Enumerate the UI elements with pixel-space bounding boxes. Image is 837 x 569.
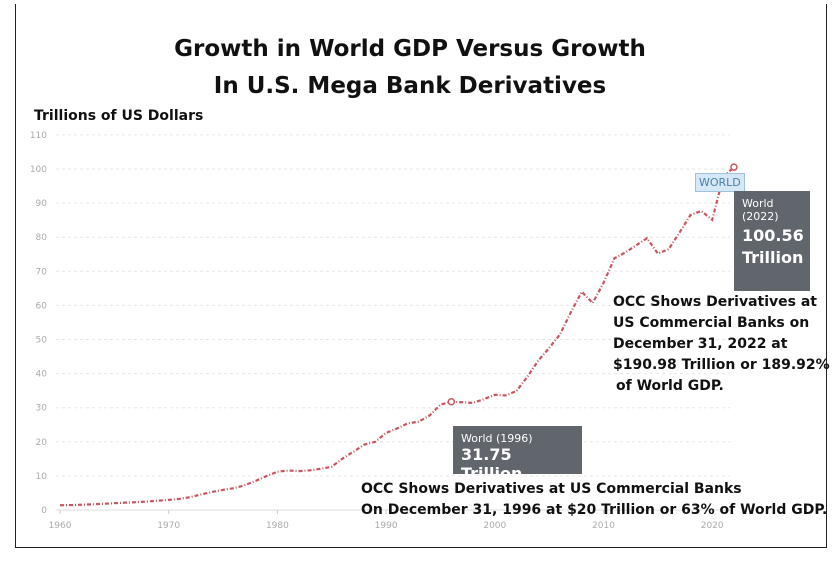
x-tick-label: 2010 [592,521,615,531]
y-axis-label: Trillions of US Dollars [34,108,204,124]
tooltip-2022: World (2022) 100.56 Trillion [734,191,810,291]
highlight-point-1996 [447,397,456,406]
annotation-2022-line: US Commercial Banks on [613,315,810,331]
y-tick-label: 70 [36,267,48,277]
tooltip-1996: World (1996) 31.75 Trillion [453,426,582,483]
tooltip-1996-value: 31.75 Trillion [461,445,523,483]
annotation-1996: OCC Shows Derivatives at US Commercial B… [361,479,827,521]
y-tick-label: 80 [36,233,48,243]
x-tick-label: 1980 [266,521,289,531]
series-label-world: WORLD [695,173,745,192]
x-tick-label: 2000 [483,521,506,531]
y-tick-label: 0 [41,506,47,516]
chart-title-line1: Growth in World GDP Versus Growth [174,36,646,62]
chart-title-line2: In U.S. Mega Bank Derivatives [213,73,607,99]
y-tick-label: 110 [30,131,47,141]
annotation-2022-line: $190.98 Trillion or 189.92% [613,357,830,373]
tooltip-1996-label: World (1996) [461,432,533,445]
annotation-2022: OCC Shows Derivatives at US Commercial B… [613,292,830,397]
chart-frame [15,4,827,548]
tooltip-2022-unit: Trillion [742,248,804,267]
annotation-1996-line: OCC Shows Derivatives at US Commercial B… [361,481,742,497]
x-tick-label: 1960 [49,521,72,531]
annotation-1996-line: On December 31, 1996 at $20 Trillion or … [361,502,828,518]
y-tick-label: 60 [36,301,48,311]
tooltip-2022-label2: (2022) [742,210,779,223]
x-tick-label: 2020 [701,521,724,531]
y-tick-label: 100 [30,165,47,175]
y-tick-label: 10 [36,472,48,482]
annotation-2022-line: OCC Shows Derivatives at [613,294,817,310]
tooltip-2022-label1: World [742,197,774,210]
tooltip-2022-value: 100.56 [742,226,804,245]
y-tick-label: 50 [36,336,48,346]
y-tick-label: 90 [36,199,48,209]
y-tick-label: 40 [36,370,48,380]
annotation-2022-line: of World GDP. [616,378,724,394]
y-tick-label: 20 [36,438,48,448]
x-tick-label: 1990 [375,521,398,531]
series-line-world [59,166,735,507]
x-tick-label: 1970 [157,521,180,531]
highlight-point-2022 [730,163,738,171]
y-tick-label: 30 [36,404,48,414]
annotation-2022-line: December 31, 2022 at [613,336,788,352]
